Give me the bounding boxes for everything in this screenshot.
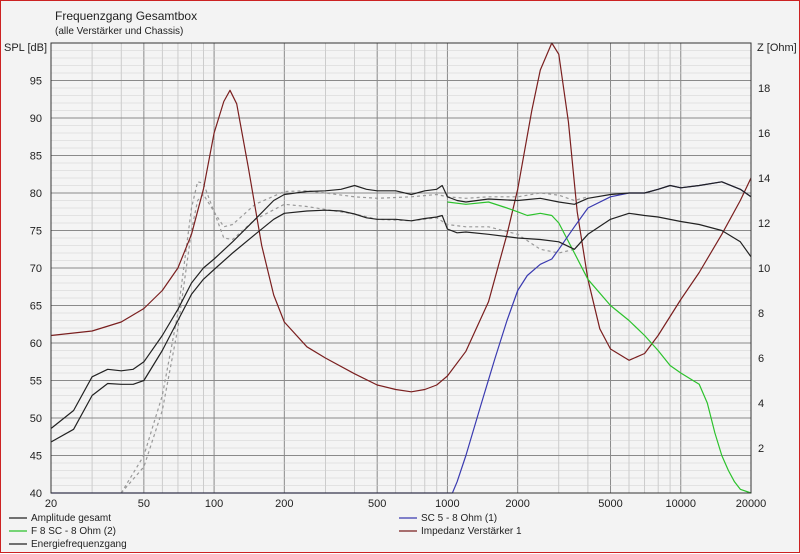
x-tick-label: 100 (205, 498, 223, 510)
plot-border (50, 42, 752, 494)
x-tick-label: 200 (275, 498, 293, 510)
y-right-tick-label: 14 (758, 173, 770, 185)
y-left-tick-label: 50 (30, 413, 42, 425)
y-left-tick-label: 40 (30, 488, 42, 500)
y-left-tick-label: 85 (30, 151, 42, 163)
x-tick-label: 5000 (598, 498, 622, 510)
x-tick-label: 10000 (665, 498, 696, 510)
series-line-1 (50, 209, 752, 443)
y-left-tick-label: 65 (30, 301, 42, 313)
y-left-tick-label: 70 (30, 263, 42, 275)
y-left-tick-label: 95 (30, 76, 42, 88)
series-line-5 (120, 181, 589, 494)
x-tick-label: 2000 (505, 498, 529, 510)
x-tick-label: 20 (45, 498, 57, 510)
y-left-tick-label: 90 (30, 113, 42, 125)
x-tick-label: 50 (138, 498, 150, 510)
y-right-axis-label: Z [Ohm] (757, 42, 797, 54)
x-tick-label: 20000 (736, 498, 767, 510)
y-right-tick-label: 4 (758, 398, 764, 410)
legend-label: SC 5 - 8 Ohm (1) (421, 513, 497, 524)
y-left-tick-label: 80 (30, 188, 42, 200)
y-right-tick-label: 10 (758, 263, 770, 275)
y-left-tick-label: 45 (30, 451, 42, 463)
x-tick-label: 500 (368, 498, 386, 510)
y-left-axis-label: SPL [dB] (4, 42, 47, 54)
y-left-tick-label: 75 (30, 226, 42, 238)
y-right-tick-label: 8 (758, 308, 764, 320)
legend-label: F 8 SC - 8 Ohm (2) (31, 526, 116, 537)
series-line-0 (50, 181, 752, 429)
legend-label: Amplitude gesamt (31, 513, 111, 524)
series-layer (50, 42, 752, 494)
legend-label: Energiefrequenzgang (31, 539, 127, 550)
legend-label: Impedanz Verstärker 1 (421, 526, 522, 537)
chart-subtitle: (alle Verstärker und Chassis) (55, 26, 183, 37)
grid-layer (50, 43, 752, 494)
chart-title: Frequenzgang Gesamtbox (55, 9, 197, 23)
y-left-tick-label: 55 (30, 376, 42, 388)
legend: Amplitude gesamt SC 5 - 8 Ohm (1) F 8 SC -… (9, 513, 522, 550)
y-right-tick-label: 18 (758, 83, 770, 95)
y-right-tick-label: 6 (758, 353, 764, 365)
series-line-4 (50, 42, 752, 393)
y-right-tick-label: 2 (758, 443, 764, 455)
y-left-tick-label: 60 (30, 338, 42, 350)
series-line-3 (447, 201, 752, 494)
y-right-tick-label: 16 (758, 128, 770, 140)
tick-labels: 20 50 100 200 500 1000 2000 5000 10000 2000040455… (30, 76, 771, 511)
x-tick-label: 1000 (435, 498, 459, 510)
y-right-tick-label: 12 (758, 218, 770, 230)
series-line-6 (120, 193, 589, 494)
